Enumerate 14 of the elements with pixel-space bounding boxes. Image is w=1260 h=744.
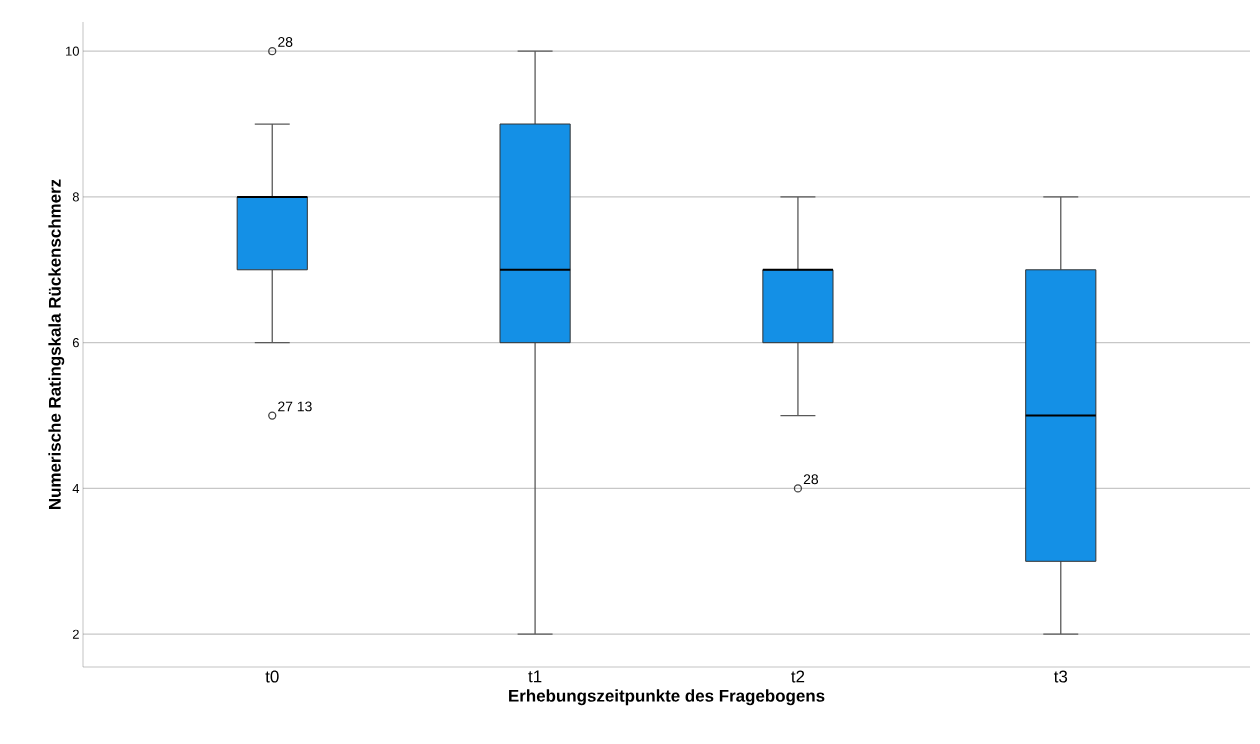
y-tick-label: 2	[72, 629, 79, 639]
x-axis-title: Erhebungszeitpunkte des Fragebogens	[509, 689, 825, 706]
annotation: 28	[803, 474, 819, 485]
y-tick-label: 4	[72, 483, 80, 493]
x-tick-label: t2	[791, 670, 805, 683]
y-tick-label: 10	[66, 46, 79, 56]
x-tick-label: t0	[265, 670, 279, 683]
annotation: 27 13	[278, 401, 312, 412]
y-axis-title: Numerische Ratingskala Rückenschmerz	[48, 179, 65, 510]
x-tick-label: t3	[1053, 670, 1068, 683]
x-tick-label: t1	[528, 670, 542, 683]
annotation: 28	[278, 37, 293, 47]
y-tick-label: 6	[72, 338, 79, 348]
y-tick-label: 8	[72, 192, 79, 202]
